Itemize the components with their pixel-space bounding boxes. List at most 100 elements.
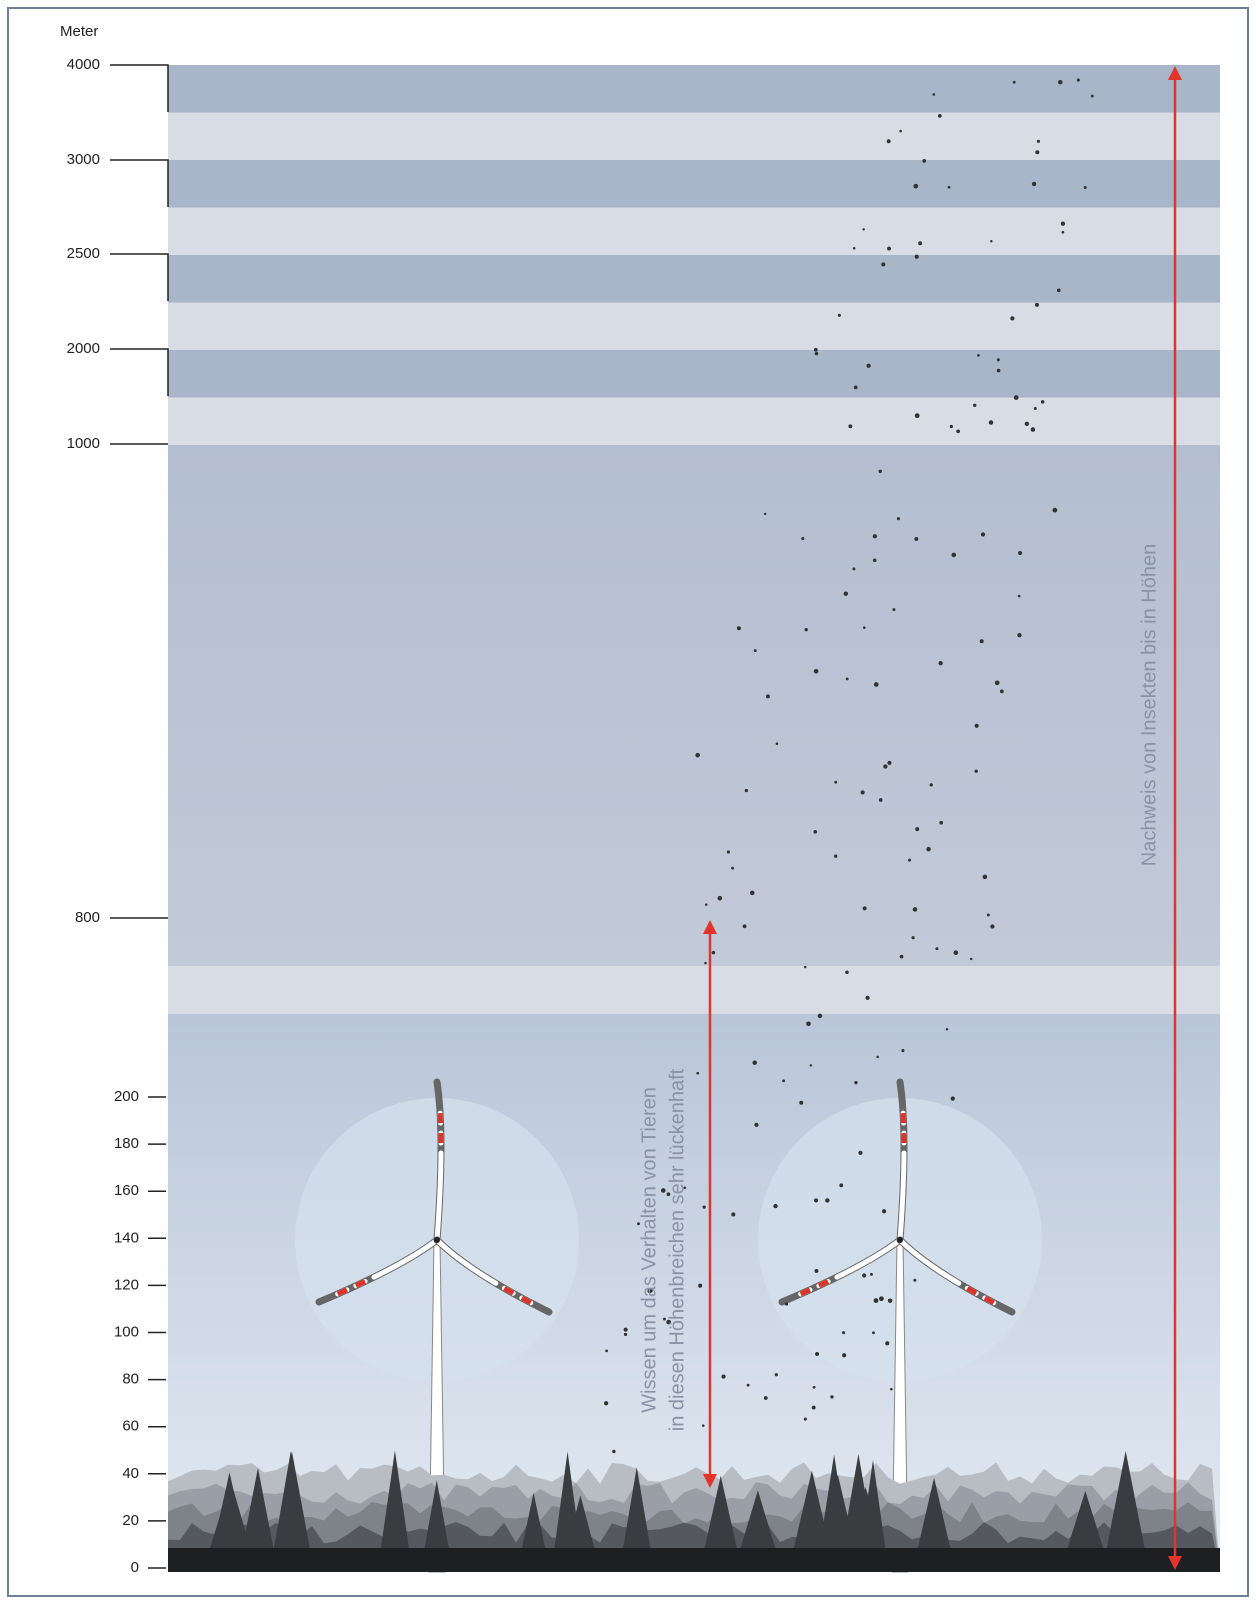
band [168,350,1220,398]
insect [881,262,885,266]
insect [874,682,879,687]
insect [1031,427,1035,431]
insect [887,139,891,143]
insect [696,1072,699,1075]
insect [722,1375,726,1379]
insect [830,1395,833,1398]
insect [805,628,808,631]
insect [879,470,882,473]
hub [897,1237,903,1243]
hub [434,1237,440,1243]
insect [887,761,891,765]
insect [1091,95,1094,98]
insect [815,1352,819,1356]
insect [872,1331,875,1334]
insect [834,781,837,784]
insect [801,537,804,540]
insect [990,924,994,928]
insect [873,558,877,562]
insect [1062,231,1065,234]
insect [914,184,919,189]
insect [605,1350,608,1353]
insect [951,1096,955,1100]
tick-label: 140 [114,1229,139,1246]
insect [946,1028,948,1030]
insect [775,1373,778,1376]
insect [997,358,1000,361]
insect [1052,508,1057,513]
insect [703,1205,706,1208]
insect [873,534,877,538]
insect [743,924,747,928]
knowledge-note-1: Wissen um das Verhalten von Tieren [638,1087,660,1413]
insect [1057,289,1061,293]
insect [918,241,922,245]
insect [785,1302,788,1305]
insect [1032,182,1036,186]
insect [915,413,920,418]
insect [812,1406,816,1410]
insect [804,966,806,968]
insect [1058,80,1062,84]
insect [745,789,748,792]
insect [813,1386,816,1389]
insect [913,907,918,912]
insect [900,955,904,959]
insect [661,1188,666,1193]
insect [954,950,959,955]
insect [980,639,984,643]
insect [882,1209,886,1213]
insect [997,369,1001,373]
insect [764,513,766,515]
band [168,160,1220,208]
tick-label: 3000 [67,151,100,168]
insect [939,661,943,665]
sky-upper [168,445,1220,966]
insect [624,1333,627,1336]
insect [981,532,985,536]
tick-label: 800 [75,909,100,926]
tick-label: 4000 [67,56,100,73]
insect [935,947,938,950]
insect [865,996,869,1000]
band [168,113,1220,161]
insect [913,1279,916,1282]
insect [922,159,926,163]
tick-label: 180 [114,1135,139,1152]
insect [1034,407,1037,410]
tick-label: 120 [114,1276,139,1293]
insect [814,1198,818,1202]
insect [702,1424,705,1427]
insect [712,951,715,954]
insect [885,1341,889,1345]
insect [983,875,988,880]
insect [731,1212,735,1216]
insect [845,970,849,974]
insect [747,1384,750,1387]
insect [1000,689,1004,693]
insect [814,1269,818,1273]
insect [754,649,757,652]
insect [887,247,891,251]
insect [1018,595,1021,598]
insect [1025,422,1029,426]
insect [901,1049,904,1052]
insect [863,906,867,910]
infographic: Meter Nachweis von Insekten bis in Höhen… [0,0,1256,1604]
insect [825,1198,829,1202]
insect [989,420,994,425]
insect [879,798,883,802]
insect [695,753,700,758]
insect [862,1273,866,1277]
insect [914,537,918,541]
insect [834,855,837,858]
insect [1014,395,1019,400]
insect [876,1056,879,1059]
insect [892,608,895,611]
insect [754,1123,758,1127]
insect [854,1081,857,1084]
insect [956,429,960,433]
tick-label: 160 [114,1182,139,1199]
insect [698,1284,702,1288]
insect [731,867,734,870]
